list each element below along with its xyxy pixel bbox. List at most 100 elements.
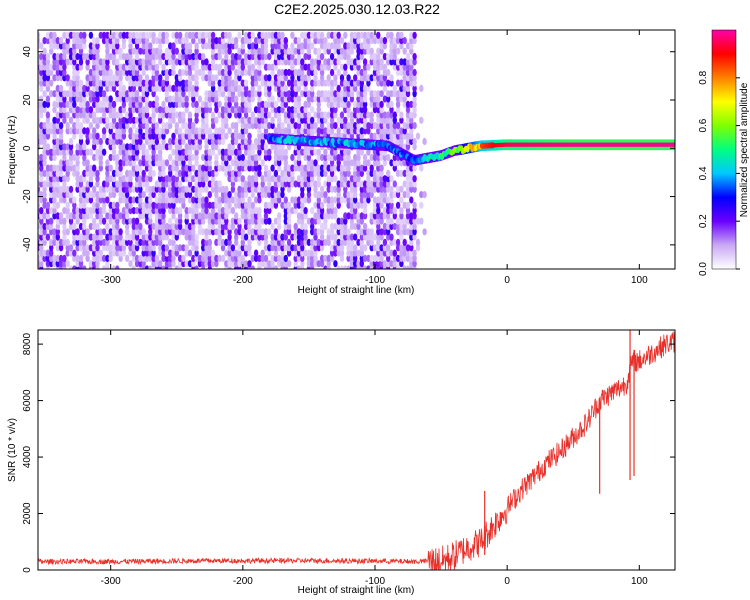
noise-cell <box>362 116 368 124</box>
noise-cell <box>164 222 170 231</box>
snr-x-tick-label: 0 <box>504 576 510 587</box>
noise-cell <box>343 68 348 77</box>
noise-cell <box>214 95 219 103</box>
noise-cell <box>174 228 179 236</box>
noise-cell <box>336 265 341 269</box>
noise-cell <box>353 244 358 252</box>
noise-cell <box>115 222 120 231</box>
noise-cell <box>184 148 189 156</box>
noise-cell <box>115 74 120 82</box>
noise-cell <box>243 222 249 231</box>
noise-cell <box>72 212 77 220</box>
noise-cell <box>369 185 374 193</box>
noise-cell <box>164 95 170 103</box>
noise-cell <box>280 53 285 61</box>
noise-cell <box>207 164 212 172</box>
noise-cell <box>300 207 305 215</box>
noise-cell <box>144 180 150 188</box>
noise-cell <box>392 191 397 199</box>
noise-cell <box>395 228 401 236</box>
noise-cell <box>243 201 249 209</box>
noise-cell <box>78 260 84 268</box>
noise-cell <box>313 254 318 262</box>
noise-cell <box>151 260 156 268</box>
noise-cell <box>310 106 315 114</box>
noise-cell <box>247 201 252 209</box>
noise-cell <box>240 254 245 262</box>
noise-cell <box>257 84 262 92</box>
noise-cell <box>359 238 364 246</box>
noise-cell <box>62 175 67 183</box>
noise-cell <box>349 58 355 66</box>
noise-cell <box>207 79 212 87</box>
noise-cell <box>220 58 226 66</box>
noise-cell <box>141 148 146 156</box>
noise-cell <box>306 175 312 183</box>
noise-cell <box>181 196 186 204</box>
noise-cell <box>356 132 361 140</box>
noise-cell <box>72 111 77 119</box>
noise-cell <box>108 175 113 183</box>
noise-cell <box>214 116 219 124</box>
noise-cell <box>191 238 196 246</box>
noise-cell <box>52 53 57 61</box>
noise-cell <box>267 185 272 193</box>
noise-cell <box>329 148 335 156</box>
noise-cell <box>353 185 358 193</box>
noise-cell <box>98 159 104 167</box>
noise-cell <box>250 191 255 199</box>
noise-cell <box>273 185 279 193</box>
noise-cell <box>247 132 252 140</box>
noise-cell <box>111 137 117 146</box>
noise-cell <box>121 42 127 50</box>
noise-cell <box>204 238 209 246</box>
noise-cell <box>316 79 321 87</box>
noise-cell <box>72 127 77 135</box>
noise-cell <box>250 185 255 193</box>
noise-cell <box>171 148 176 156</box>
noise-cell <box>151 79 156 87</box>
noise-cell <box>382 132 388 140</box>
noise-cell <box>286 106 292 114</box>
noise-cell <box>65 185 70 193</box>
noise-cell <box>194 180 199 188</box>
noise-cell <box>39 127 44 135</box>
noise-cell <box>319 244 325 252</box>
noise-cell <box>353 212 358 220</box>
noise-cell <box>349 111 355 119</box>
noise-cell <box>286 249 292 257</box>
noise-cell <box>366 180 371 188</box>
noise-cell <box>260 132 265 140</box>
noise-cell <box>217 201 222 209</box>
noise-cell <box>389 196 394 204</box>
noise-cell <box>293 84 298 92</box>
noise-cell <box>376 201 381 209</box>
noise-cell <box>286 79 292 87</box>
noise-cell <box>62 238 67 246</box>
noise-cell <box>144 58 150 66</box>
noise-cell <box>45 79 51 87</box>
noise-cell <box>263 233 269 241</box>
noise-cell <box>45 169 51 177</box>
noise-cell <box>108 68 113 77</box>
noise-cell <box>55 127 60 135</box>
noise-cell <box>224 169 229 177</box>
noise-cell <box>118 106 123 114</box>
noise-cell <box>118 47 123 55</box>
noise-cell <box>108 244 113 252</box>
noise-cell <box>105 95 110 103</box>
noise-cell <box>257 47 262 55</box>
noise-cell <box>359 84 364 92</box>
noise-cell <box>273 180 279 188</box>
noise-cell <box>346 122 351 130</box>
noise-cell <box>346 228 351 236</box>
noise-cell <box>296 148 302 156</box>
noise-cell <box>283 116 288 124</box>
noise-cell <box>283 127 288 135</box>
noise-cell <box>362 90 368 98</box>
noise-cell <box>158 74 163 82</box>
noise-cell <box>224 111 229 119</box>
noise-cell <box>45 63 51 71</box>
noise-cell <box>151 90 156 98</box>
noise-cell <box>197 31 203 39</box>
